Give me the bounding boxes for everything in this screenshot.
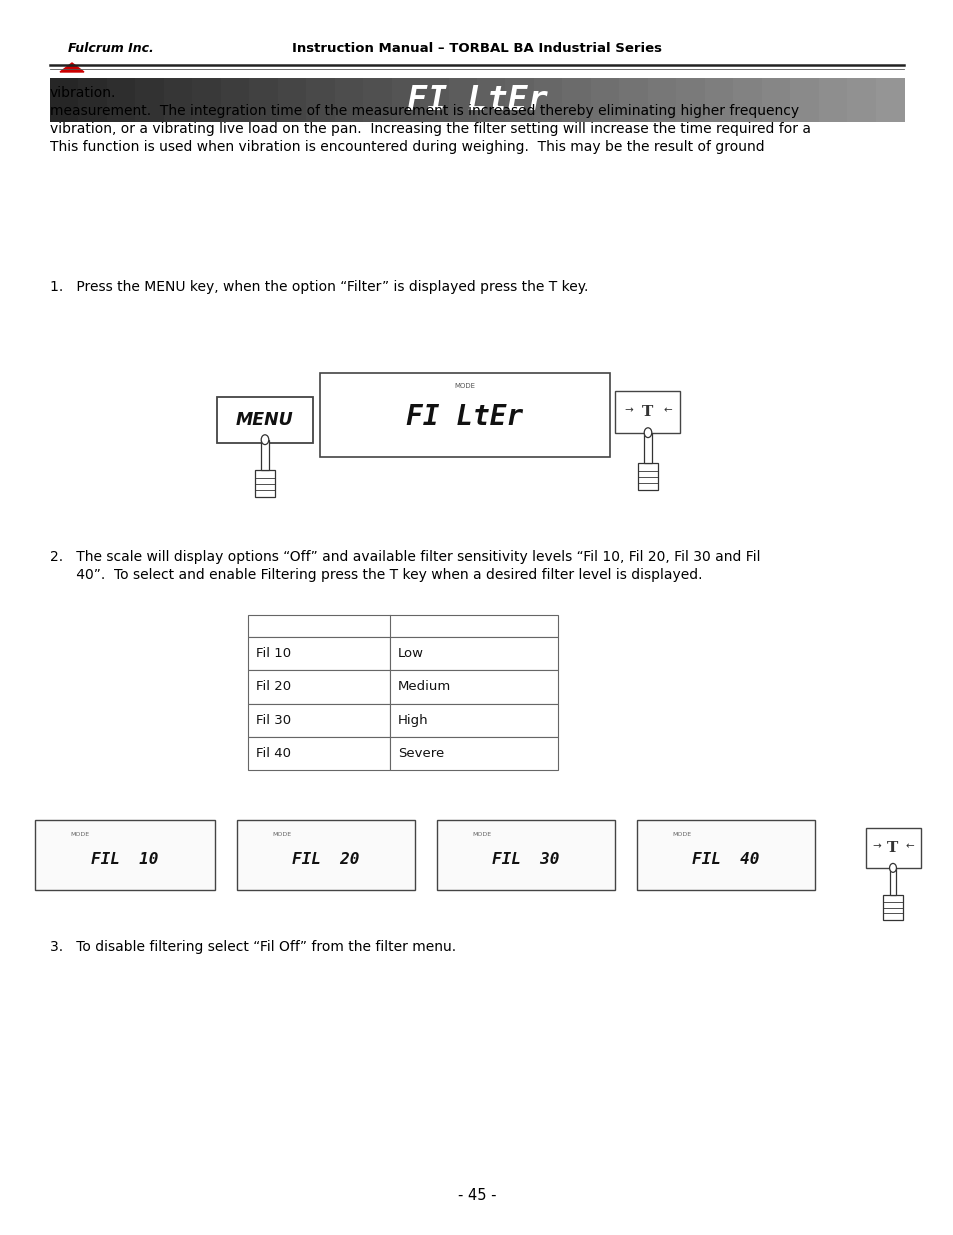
Text: FIL  30: FIL 30 <box>492 852 559 867</box>
Bar <box>217 396 313 443</box>
Text: Fil 30: Fil 30 <box>255 714 291 726</box>
Bar <box>135 78 165 122</box>
Text: FIL  10: FIL 10 <box>91 852 158 867</box>
Text: →: → <box>871 841 880 851</box>
Bar <box>505 78 535 122</box>
Text: Severe: Severe <box>397 747 444 760</box>
Bar <box>390 671 558 704</box>
Bar <box>818 78 847 122</box>
Text: MODE: MODE <box>272 832 291 837</box>
Text: vibration.: vibration. <box>50 86 116 100</box>
Text: ←: ← <box>662 405 671 415</box>
Bar <box>248 737 390 769</box>
Bar <box>391 78 420 122</box>
Bar <box>647 78 677 122</box>
Polygon shape <box>254 469 275 496</box>
Text: 3.   To disable filtering select “Fil Off” from the filter menu.: 3. To disable filtering select “Fil Off”… <box>50 940 456 953</box>
Text: Low: Low <box>397 647 423 661</box>
Bar <box>534 78 563 122</box>
Bar <box>590 78 619 122</box>
Bar <box>864 827 920 868</box>
Bar <box>448 78 477 122</box>
Bar <box>615 391 679 433</box>
Bar <box>476 78 506 122</box>
Bar <box>562 78 591 122</box>
Bar <box>249 78 278 122</box>
Circle shape <box>261 435 269 445</box>
Text: This function is used when vibration is encountered during weighing.  This may b: This function is used when vibration is … <box>50 140 763 154</box>
Text: T: T <box>886 841 898 855</box>
Text: 40”.  To select and enable Filtering press the T key when a desired filter level: 40”. To select and enable Filtering pres… <box>50 568 701 582</box>
Bar <box>789 78 819 122</box>
Text: vibration, or a vibrating live load on the pan.  Increasing the filter setting w: vibration, or a vibrating live load on t… <box>50 122 810 136</box>
Text: MODE: MODE <box>671 832 690 837</box>
Bar <box>618 78 648 122</box>
Text: Fulcrum Inc.: Fulcrum Inc. <box>68 42 153 56</box>
Bar <box>419 78 449 122</box>
Text: Fil 20: Fil 20 <box>255 680 291 693</box>
Text: Fil 40: Fil 40 <box>255 747 291 760</box>
Bar <box>277 78 307 122</box>
Text: FIL  40: FIL 40 <box>692 852 759 867</box>
Bar <box>760 78 790 122</box>
Text: FIL  20: FIL 20 <box>292 852 359 867</box>
Bar <box>733 78 761 122</box>
Polygon shape <box>882 895 902 920</box>
Text: 1.   Press the MENU key, when the option “Filter” is displayed press the T key.: 1. Press the MENU key, when the option “… <box>50 280 588 294</box>
Text: High: High <box>397 714 428 726</box>
Bar <box>335 78 364 122</box>
Bar <box>35 820 214 890</box>
Text: Fil 10: Fil 10 <box>255 647 291 661</box>
Polygon shape <box>643 432 651 463</box>
Text: MENU: MENU <box>236 411 294 429</box>
Bar <box>236 820 415 890</box>
Bar <box>164 78 193 122</box>
Polygon shape <box>888 868 896 895</box>
Text: FI LtEr: FI LtEr <box>406 84 547 116</box>
Polygon shape <box>637 463 658 490</box>
Polygon shape <box>60 63 84 72</box>
Text: MODE: MODE <box>472 832 491 837</box>
Bar <box>193 78 221 122</box>
Bar <box>436 820 615 890</box>
Bar <box>319 373 609 457</box>
Circle shape <box>643 427 651 437</box>
Bar <box>248 615 558 637</box>
Text: Medium: Medium <box>397 680 451 693</box>
Text: FI LtEr: FI LtEr <box>406 404 523 431</box>
Bar <box>363 78 392 122</box>
Bar <box>390 637 558 671</box>
Bar <box>107 78 136 122</box>
Bar <box>248 704 390 737</box>
Bar <box>390 704 558 737</box>
Text: ←: ← <box>904 841 913 851</box>
Bar <box>50 78 79 122</box>
Bar <box>390 737 558 769</box>
Bar <box>78 78 108 122</box>
Text: - 45 -: - 45 - <box>457 1188 496 1203</box>
Text: MODE: MODE <box>71 832 90 837</box>
Bar <box>875 78 904 122</box>
Bar <box>248 637 390 671</box>
Text: T: T <box>641 405 653 419</box>
Text: 2.   The scale will display options “Off” and available filter sensitivity level: 2. The scale will display options “Off” … <box>50 550 760 564</box>
Circle shape <box>888 863 896 872</box>
Text: MODE: MODE <box>454 383 475 389</box>
Bar <box>220 78 250 122</box>
Bar <box>846 78 876 122</box>
Text: →: → <box>623 405 632 415</box>
Polygon shape <box>261 440 269 469</box>
Bar <box>306 78 335 122</box>
Text: Instruction Manual – TORBAL BA Industrial Series: Instruction Manual – TORBAL BA Industria… <box>292 42 661 56</box>
Bar <box>637 820 814 890</box>
Bar <box>704 78 734 122</box>
Bar <box>676 78 705 122</box>
Bar <box>248 671 390 704</box>
Text: measurement.  The integration time of the measurement is increased thereby elimi: measurement. The integration time of the… <box>50 104 799 119</box>
